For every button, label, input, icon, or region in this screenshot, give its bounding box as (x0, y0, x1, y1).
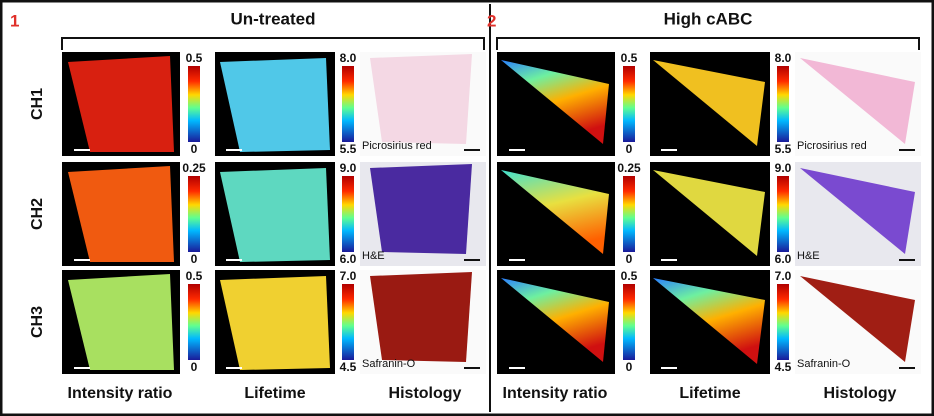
panel-number: 1 (10, 11, 19, 30)
scale-min: 4.5 (775, 360, 792, 374)
colorbar (342, 176, 354, 252)
panel-number: 2 (487, 11, 496, 30)
column-label: Lifetime (679, 385, 740, 402)
colorbar (623, 284, 635, 360)
colorbar (342, 66, 354, 142)
scale-min: 0 (191, 252, 198, 266)
scale-max: 8.0 (775, 51, 792, 65)
colorbar (623, 66, 635, 142)
stain-label: Safranin-O (362, 358, 416, 370)
scale-max: 8.0 (340, 51, 357, 65)
bracket (497, 38, 919, 50)
colorbar (188, 66, 200, 142)
scale-min: 5.5 (775, 142, 792, 156)
colorbar (777, 66, 789, 142)
bracket (62, 38, 484, 50)
scale-min: 0 (626, 142, 633, 156)
scale-max: 0.5 (186, 51, 203, 65)
scale-max: 9.0 (340, 161, 357, 175)
histology-section (370, 164, 472, 254)
scale-min: 0 (191, 360, 198, 374)
colorbar (777, 284, 789, 360)
row-label: CH3 (29, 306, 46, 338)
row-label: CH1 (29, 88, 46, 120)
colorbar (188, 176, 200, 252)
row-label: CH2 (29, 198, 46, 230)
scale-max: 0.5 (621, 269, 638, 283)
scale-min: 0 (191, 142, 198, 156)
scale-max: 0.25 (182, 161, 206, 175)
scale-max: 0.25 (617, 161, 641, 175)
scale-min: 0 (626, 360, 633, 374)
column-label: Intensity ratio (503, 385, 608, 402)
column-label: Intensity ratio (68, 385, 173, 402)
colorbar (623, 176, 635, 252)
scale-min: 5.5 (340, 142, 357, 156)
figure: CH1 CH2 CH3 1 Un-treated Intensity ratio Lifet… (0, 0, 934, 416)
scale-min: 4.5 (340, 360, 357, 374)
colorbar (342, 284, 354, 360)
panel-title: High cABC (664, 9, 753, 28)
scale-min: 0 (626, 252, 633, 266)
scale-max: 0.5 (186, 269, 203, 283)
scale-min: 6.0 (340, 252, 357, 266)
colorbar (777, 176, 789, 252)
stain-label: H&E (362, 250, 385, 262)
column-label: Histology (389, 385, 462, 402)
stain-label: H&E (797, 250, 820, 262)
histology-section (370, 272, 472, 362)
scale-max: 0.5 (621, 51, 638, 65)
scale-max: 7.0 (340, 269, 357, 283)
column-label: Lifetime (244, 385, 305, 402)
stain-label: Safranin-O (797, 358, 851, 370)
stain-label: Picrosirius red (797, 140, 867, 152)
scale-min: 6.0 (775, 252, 792, 266)
histology-section (370, 54, 472, 144)
scale-max: 7.0 (775, 269, 792, 283)
column-label: Histology (824, 385, 897, 402)
stain-label: Picrosirius red (362, 140, 432, 152)
colorbar (188, 284, 200, 360)
panel-title: Un-treated (230, 9, 315, 28)
scale-max: 9.0 (775, 161, 792, 175)
